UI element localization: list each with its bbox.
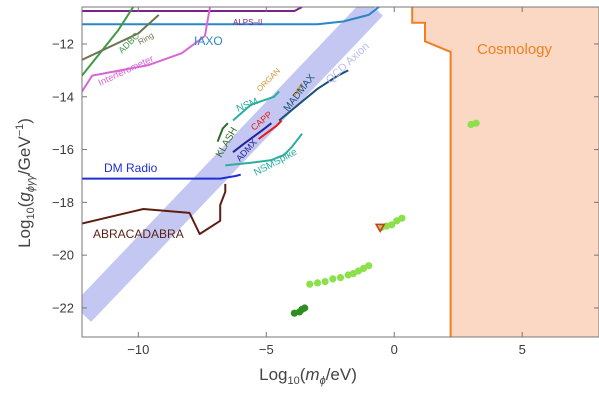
admx-curve xyxy=(232,122,273,153)
y-tick-label-0: −22 xyxy=(52,300,74,315)
interferometer-curve xyxy=(82,7,211,93)
y-title-gsub: ϕγγ xyxy=(25,174,37,193)
light-point-1 xyxy=(313,279,322,287)
nsm-label: NSM xyxy=(235,96,260,115)
abracadabra-curve xyxy=(82,183,227,235)
x-tick-label-0: −10 xyxy=(127,342,149,357)
ring-cavity-curve xyxy=(82,14,160,61)
best-fit-marker xyxy=(374,223,386,234)
dark-point-3 xyxy=(301,304,309,312)
madmax-curve xyxy=(278,69,349,122)
iaxo-label: IAXO xyxy=(194,34,223,48)
y-title-close: ) xyxy=(15,118,34,124)
x-title-tail: /eV) xyxy=(326,365,357,384)
y-title-unit: /GeV xyxy=(15,136,34,175)
light-point-4 xyxy=(336,274,345,282)
alps-label: ALPS–II xyxy=(233,18,262,27)
x-tick-label-2: 0 xyxy=(391,342,398,357)
y-title-sub: 10 xyxy=(25,207,37,219)
dm-radio-curve xyxy=(82,173,241,180)
y-tick-label-5: −12 xyxy=(52,36,74,51)
axes-frame: −10 −5 0 5 −22 −20 −18 −16 −14 −12 xyxy=(52,6,599,357)
y-axis-title: Log10(gϕγγ/GeV−1) xyxy=(14,118,37,248)
y-tick-label-4: −14 xyxy=(52,89,74,104)
y-title-exp: −1 xyxy=(14,124,26,137)
y-tick-label-3: −16 xyxy=(52,142,74,157)
light-point-14 xyxy=(398,214,406,222)
y-title-log: Log xyxy=(15,220,34,248)
klash-curve xyxy=(216,122,229,142)
cosmology-edge xyxy=(411,7,452,337)
x-title-msub: ϕ xyxy=(320,375,326,387)
dm-radio-label: DM Radio xyxy=(104,161,158,175)
light-point-9 xyxy=(365,262,373,270)
y-title-open: ( xyxy=(15,201,34,207)
y-title-g: g xyxy=(15,192,34,202)
light-point-16 xyxy=(472,119,480,127)
iaxo-curve xyxy=(82,7,380,26)
nsmspike-curve xyxy=(225,133,303,167)
x-title-open: ( xyxy=(300,365,306,384)
nsm-curve xyxy=(232,90,280,122)
plot-area xyxy=(82,7,599,337)
x-tick-label-1: −5 xyxy=(259,342,274,357)
adbc-curve xyxy=(82,7,135,77)
capp-curve xyxy=(258,119,283,140)
x-title-m: m xyxy=(305,365,319,384)
y-tick-label-2: −18 xyxy=(52,195,74,210)
light-point-3 xyxy=(329,275,337,283)
interferometer-label: Interferometer xyxy=(97,54,156,89)
light-point-0 xyxy=(306,280,314,288)
plot-frame xyxy=(81,6,599,338)
light-point-12 xyxy=(388,221,396,229)
light-point-2 xyxy=(321,278,329,286)
x-title-sub: 10 xyxy=(287,375,299,387)
cosmology-label: Cosmology xyxy=(477,41,553,58)
organ-curve xyxy=(293,83,303,96)
y-tick-label-1: −20 xyxy=(52,248,74,263)
x-axis-title: Log10(mϕ/eV) xyxy=(259,365,357,387)
x-tick-label-3: 5 xyxy=(519,342,526,357)
alps-ii-curve xyxy=(82,7,303,12)
x-title-log: Log xyxy=(259,365,287,384)
axis-titles: Log10(mϕ/eV) Log10(gϕγγ/GeV−1) xyxy=(14,118,357,387)
abracadabra-label: ABRACADABRA xyxy=(93,227,184,241)
cosmology-region xyxy=(412,7,599,337)
